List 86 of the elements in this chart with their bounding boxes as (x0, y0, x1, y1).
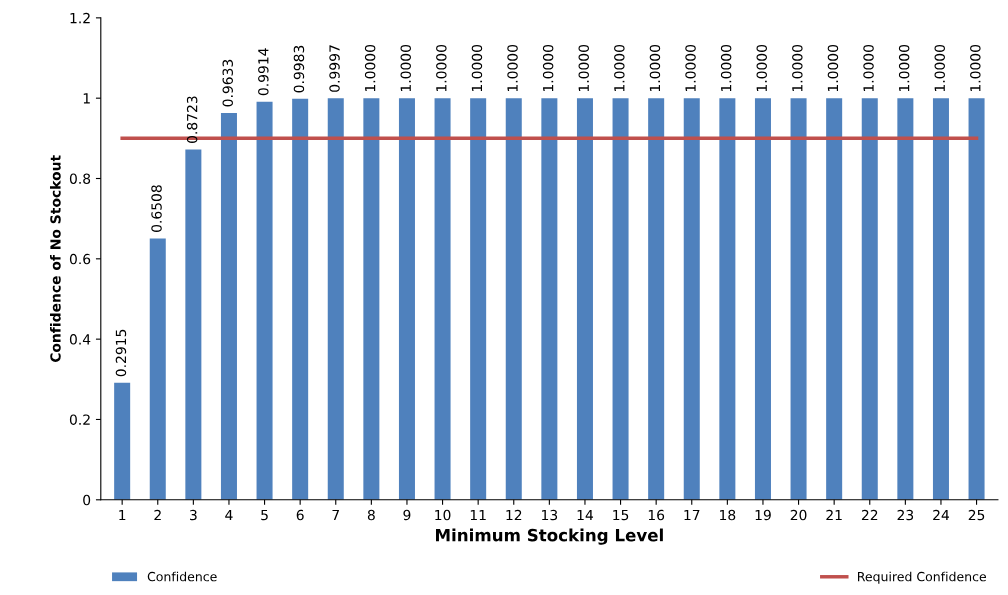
x-tick-label: 8 (367, 509, 375, 521)
data-label: 1.0000 (471, 44, 483, 92)
x-tick-label: 20 (790, 509, 807, 521)
data-label: 1.0000 (756, 44, 767, 92)
bar (541, 98, 558, 500)
x-tick-label: 23 (897, 509, 914, 521)
data-label: 1.0000 (364, 44, 376, 92)
data-label: 0.8723 (186, 96, 198, 143)
data-label: 1.0000 (720, 44, 732, 92)
x-tick-label: 7 (332, 509, 339, 521)
x-tick-label: 25 (968, 509, 985, 521)
bar (932, 98, 949, 500)
bar (826, 98, 843, 500)
x-tick-label: 21 (826, 509, 842, 521)
x-tick-label: 24 (933, 509, 950, 521)
bar (256, 101, 273, 500)
bar (719, 98, 736, 500)
bar (648, 98, 665, 500)
bar (185, 149, 202, 500)
y-tick-label: 0.6 (69, 253, 91, 265)
bar (149, 238, 166, 500)
data-label: 1.0000 (934, 44, 945, 92)
x-tick-label: 11 (470, 509, 486, 521)
x-tick-label: 3 (190, 509, 197, 521)
bar (292, 98, 309, 500)
data-label: 1.0000 (792, 44, 803, 92)
data-label: 1.0000 (898, 44, 910, 92)
bar (220, 112, 237, 500)
x-tick-label: 15 (613, 509, 629, 521)
x-tick-label: 2 (154, 509, 161, 521)
data-label: 0.9633 (222, 59, 233, 107)
bar (398, 98, 415, 500)
bar (754, 98, 771, 500)
data-label: 1.0000 (507, 44, 518, 92)
y-tick-label: 0 (83, 494, 91, 506)
y-tick-label: 0.8 (69, 173, 91, 184)
data-label: 1.0000 (542, 44, 554, 92)
x-tick-label: 1 (119, 509, 126, 521)
legend-label: Required Confidence (858, 571, 986, 584)
bar (434, 98, 451, 500)
bar (114, 382, 131, 500)
data-label: 1.0000 (685, 44, 696, 92)
x-tick-label: 18 (720, 509, 736, 521)
x-tick-label: 16 (648, 509, 665, 521)
x-tick-label: 17 (684, 509, 700, 521)
y-tick-label: 0.2 (69, 414, 90, 425)
data-label: 1.0000 (436, 44, 447, 92)
x-tick-label: 5 (261, 509, 268, 521)
bar (505, 98, 522, 500)
x-tick-label: 12 (506, 509, 522, 521)
x-tick-label: 6 (296, 509, 304, 521)
bar (576, 98, 593, 500)
y-tick-label: 1.2 (70, 12, 90, 24)
bar (612, 98, 629, 500)
x-tick-label: 13 (542, 509, 558, 521)
data-label: 0.9997 (329, 45, 340, 92)
y-tick-label: 1 (83, 93, 90, 104)
bar (790, 98, 807, 500)
data-label: 1.0000 (649, 44, 661, 92)
x-tick-label: 14 (577, 509, 594, 521)
bar (968, 98, 985, 500)
legend-label: Confidence (147, 571, 217, 582)
bar (897, 98, 914, 500)
data-label: 0.2915 (115, 329, 127, 377)
data-label: 0.6508 (151, 185, 162, 232)
bar (363, 98, 380, 500)
x-tick-label: 22 (861, 509, 878, 521)
bar (683, 98, 700, 500)
bar (327, 98, 344, 500)
x-axis-title: Minimum Stocking Level (436, 528, 663, 545)
data-label: 1.0000 (863, 44, 874, 92)
x-tick-label: 4 (225, 509, 233, 521)
y-axis-title: Confidence of No Stockout (49, 155, 61, 363)
data-label: 1.0000 (827, 44, 839, 92)
bar (861, 98, 878, 500)
y-tick-label: 0.4 (69, 334, 91, 345)
x-tick-label: 10 (435, 509, 451, 521)
data-label: 1.0000 (970, 44, 981, 92)
data-label: 0.9983 (293, 45, 305, 93)
bar (470, 98, 487, 500)
data-label: 0.9914 (258, 48, 269, 96)
data-label: 1.0000 (578, 44, 589, 92)
x-tick-label: 19 (755, 509, 771, 521)
x-tick-label: 9 (403, 509, 411, 521)
data-label: 1.0000 (614, 44, 625, 92)
data-label: 1.0000 (400, 44, 411, 92)
